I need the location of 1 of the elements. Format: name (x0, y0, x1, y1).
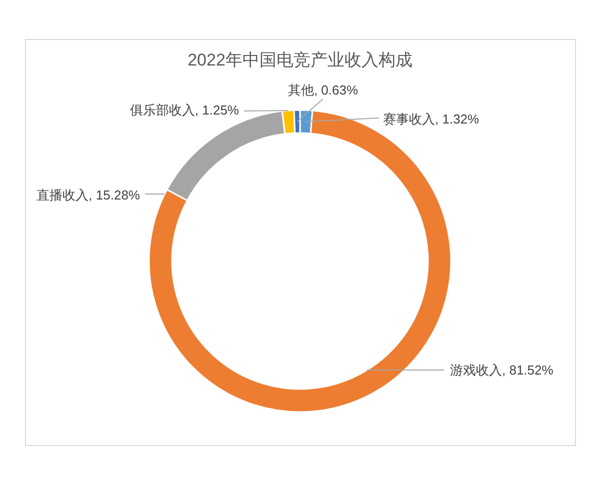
title: 2022年中国电竞产业收入构成 (188, 50, 412, 70)
